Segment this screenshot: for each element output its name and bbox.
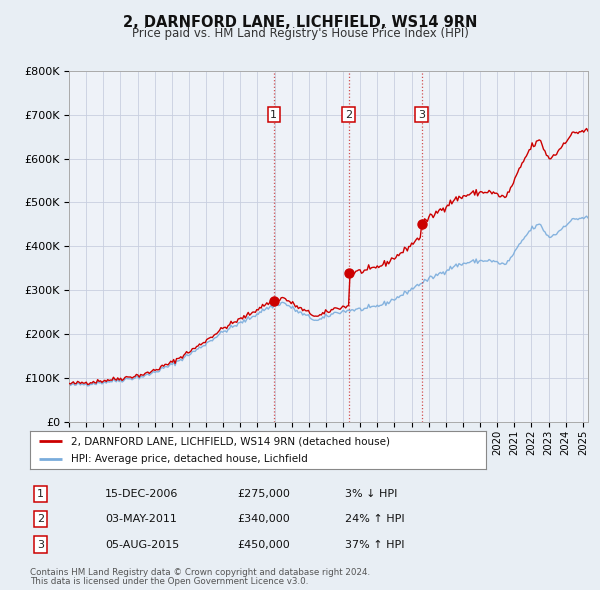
Text: £340,000: £340,000 (237, 514, 290, 524)
Text: 15-DEC-2006: 15-DEC-2006 (105, 489, 178, 499)
Text: Price paid vs. HM Land Registry's House Price Index (HPI): Price paid vs. HM Land Registry's House … (131, 27, 469, 40)
Text: This data is licensed under the Open Government Licence v3.0.: This data is licensed under the Open Gov… (30, 577, 308, 586)
Text: 2, DARNFORD LANE, LICHFIELD, WS14 9RN (detached house): 2, DARNFORD LANE, LICHFIELD, WS14 9RN (d… (71, 437, 390, 447)
Text: £275,000: £275,000 (237, 489, 290, 499)
Text: 2: 2 (345, 110, 352, 120)
Text: 1: 1 (37, 489, 44, 499)
Text: £450,000: £450,000 (237, 540, 290, 549)
Text: 03-MAY-2011: 03-MAY-2011 (105, 514, 177, 524)
Text: 3: 3 (37, 540, 44, 549)
Text: 3% ↓ HPI: 3% ↓ HPI (345, 489, 397, 499)
Text: 24% ↑ HPI: 24% ↑ HPI (345, 514, 404, 524)
Text: 1: 1 (271, 110, 277, 120)
Text: 2: 2 (37, 514, 44, 524)
Text: HPI: Average price, detached house, Lichfield: HPI: Average price, detached house, Lich… (71, 454, 308, 464)
Text: 37% ↑ HPI: 37% ↑ HPI (345, 540, 404, 549)
Text: 3: 3 (418, 110, 425, 120)
Text: 2, DARNFORD LANE, LICHFIELD, WS14 9RN: 2, DARNFORD LANE, LICHFIELD, WS14 9RN (123, 15, 477, 30)
Text: 05-AUG-2015: 05-AUG-2015 (105, 540, 179, 549)
Text: Contains HM Land Registry data © Crown copyright and database right 2024.: Contains HM Land Registry data © Crown c… (30, 568, 370, 577)
